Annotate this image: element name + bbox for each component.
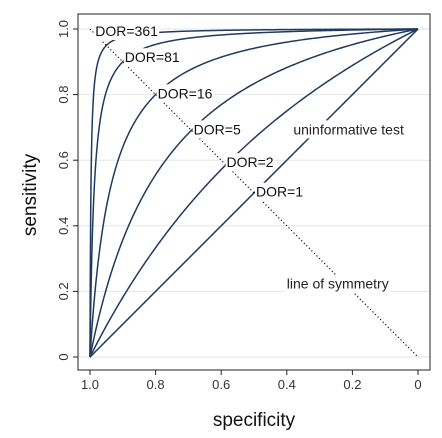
roc-curve-dor-5 <box>89 28 419 358</box>
curve-label-dor-361: DOR=361 <box>95 23 158 39</box>
y-tick-label: 0 <box>56 353 71 360</box>
x-tick-label: 0.2 <box>343 377 361 392</box>
curve-label-background <box>94 21 160 40</box>
roc-curve-dor-2 <box>89 28 419 358</box>
annotations: uninformative test line of symmetry <box>284 120 406 293</box>
annotation-line-of-symmetry: line of symmetry <box>287 276 389 292</box>
x-tick-label: 1.0 <box>81 377 99 392</box>
y-tick-label: 1.0 <box>56 20 71 38</box>
curve-label-background <box>225 153 275 172</box>
curve-label-dor-5: DOR=5 <box>194 121 241 137</box>
x-tick-label: 0.4 <box>278 377 296 392</box>
x-tick-label: 0.6 <box>212 377 230 392</box>
curve-label-dor-1: DOR=1 <box>256 184 303 200</box>
annotation-background <box>284 274 391 293</box>
plot-frame <box>77 13 431 371</box>
annotation-uninformative-test: uninformative test <box>293 121 404 137</box>
x-tick-label: 0 <box>414 377 421 392</box>
x-axis-title: specificity <box>213 410 296 431</box>
curve-label-background <box>192 120 242 139</box>
curve-label-dor-2: DOR=2 <box>226 154 273 170</box>
roc-curve-dor-1 <box>89 28 419 358</box>
curve-label-background <box>123 48 181 67</box>
curve-labels: DOR=361 DOR=81 DOR=16 DOR=5 DOR=2 DOR=1 <box>94 21 305 201</box>
curve-label-dor-81: DOR=81 <box>125 49 180 65</box>
roc-curve-dor-16 <box>89 28 419 358</box>
curve-label-background <box>255 182 305 201</box>
curve-label-background <box>156 84 214 103</box>
y-tick-label: 0.2 <box>56 282 71 300</box>
axes: 1.0 0.8 0.6 0.4 0.2 0 0 0.2 0.4 0.6 0.8 1.0 <box>56 13 431 392</box>
y-tick-label: 0.6 <box>56 151 71 169</box>
y-tick-label: 0.8 <box>56 86 71 104</box>
y-axis-title: sensitivity <box>20 153 41 236</box>
y-tick-label: 0.4 <box>56 217 71 235</box>
annotation-background <box>291 120 406 139</box>
curve-label-dor-16: DOR=16 <box>158 85 213 101</box>
x-tick-label: 0.8 <box>147 377 165 392</box>
